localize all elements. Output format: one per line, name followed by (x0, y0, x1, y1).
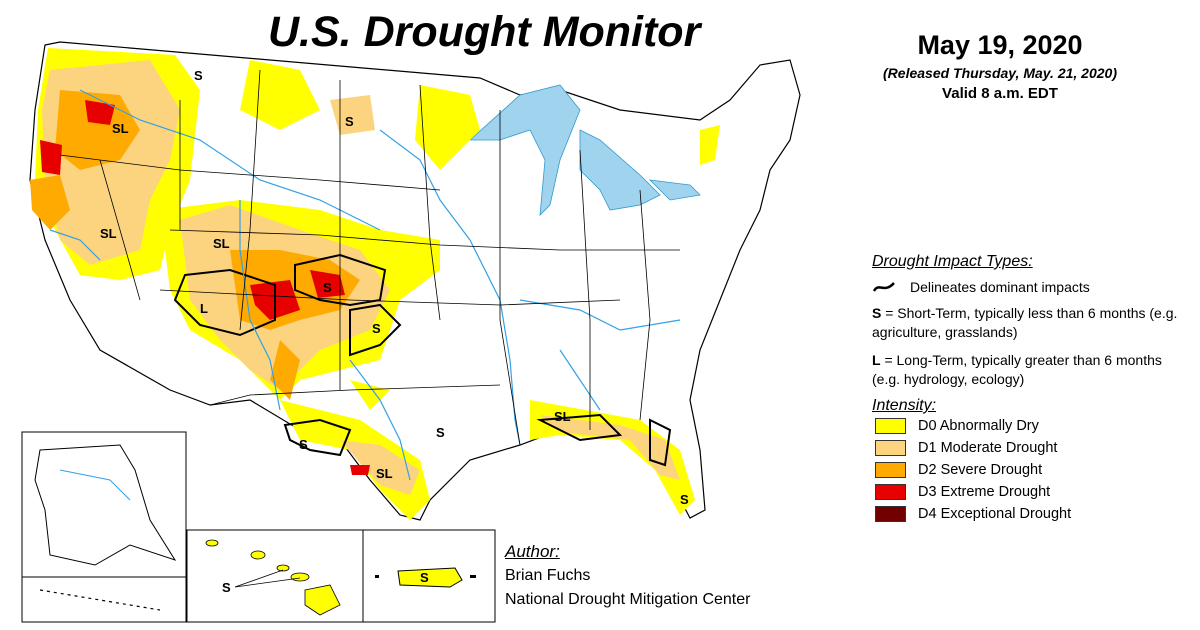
label-mt-north: S (194, 68, 203, 83)
intensity-label: D2 Severe Drought (918, 462, 1043, 478)
legend: Drought Impact Types: Delineates dominan… (872, 253, 1192, 525)
label-florida: S (680, 492, 689, 507)
intensity-label: D0 Abnormally Dry (918, 418, 1039, 434)
impact-line-icon (872, 282, 895, 292)
intensity-swatch (875, 506, 906, 522)
intensity-list: D0 Abnormally Dry D1 Moderate Drought D2 S… (872, 415, 1192, 525)
impact-types-heading: Drought Impact Types: (872, 253, 1033, 270)
label-nevada: SL (100, 226, 117, 241)
short-term-para: S = Short-Term, typically less than 6 mo… (872, 304, 1192, 342)
intensity-row: D4 Exceptional Drought (872, 503, 1192, 525)
date-main: May 19, 2020 (917, 30, 1083, 60)
label-south-texas: SL (376, 466, 393, 481)
long-term-para: L = Long-Term, typically greater than 6 … (872, 351, 1192, 389)
author-heading: Author: (505, 542, 560, 561)
intensity-row: D1 Moderate Drought (872, 437, 1192, 459)
delineates-text: Delineates dominant impacts (910, 279, 1090, 295)
intensity-swatch (875, 484, 906, 500)
intensity-label: D1 Moderate Drought (918, 440, 1058, 456)
hawaii-islands (205, 539, 341, 616)
intensity-heading: Intensity: (872, 397, 937, 414)
state-borders (59, 69, 680, 446)
label-utah: SL (213, 236, 230, 251)
author-block: Author: Brian Fuchs National Drought Mit… (505, 540, 750, 612)
label-west-texas: S (299, 437, 308, 452)
author-org: National Drought Mitigation Center (505, 591, 751, 608)
date-block: May 19, 2020 (Released Thursday, May. 21… (830, 28, 1170, 104)
alaska-landmass (34, 444, 177, 566)
intensity-label: D4 Exceptional Drought (918, 506, 1072, 522)
long-term-code: L (872, 352, 881, 368)
intensity-swatch (875, 440, 906, 456)
long-term-desc: = Long-Term, typically greater than 6 mo… (872, 352, 1162, 387)
label-oregon: SL (112, 121, 129, 136)
map-title: U.S. Drought Monitor (268, 8, 701, 56)
label-four-corners: L (200, 301, 208, 316)
label-colorado-east: S (323, 280, 332, 295)
short-term-desc: = Short-Term, typically less than 6 mont… (872, 305, 1178, 340)
intensity-label: D3 Extreme Drought (918, 484, 1051, 500)
intensity-swatch (875, 462, 906, 478)
puerto-rico-landmass (397, 567, 463, 588)
intensity-row: D3 Extreme Drought (872, 481, 1192, 503)
label-dakota: S (345, 114, 354, 129)
date-valid: Valid 8 a.m. EDT (942, 85, 1058, 102)
intensity-swatch (875, 418, 906, 434)
author-name: Brian Fuchs (505, 567, 591, 584)
label-oklahoma: S (372, 321, 381, 336)
intensity-row: D2 Severe Drought (872, 459, 1192, 481)
rivers (49, 89, 681, 481)
short-term-code: S (872, 305, 882, 321)
intensity-row: D0 Abnormally Dry (872, 415, 1192, 437)
impact-boundaries (173, 253, 672, 467)
delineates-row: Delineates dominant impacts (872, 279, 1192, 295)
great-lakes (468, 84, 701, 217)
label-puerto-rico: S (420, 570, 429, 585)
label-hawaii: S (222, 580, 231, 595)
label-gulf-coast: SL (554, 409, 571, 424)
label-texas-east: S (436, 425, 445, 440)
date-released: (Released Thursday, May. 21, 2020) (883, 65, 1117, 81)
